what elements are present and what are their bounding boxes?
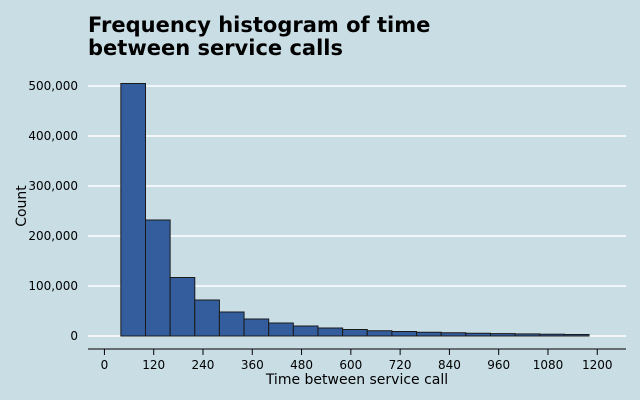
y-tick-label: 500,000 <box>28 79 78 93</box>
histogram-bar <box>539 333 565 337</box>
histogram-bar <box>268 322 294 337</box>
histogram-bar <box>489 333 516 337</box>
x-tick-label: 1200 <box>582 358 613 372</box>
x-tick-label: 360 <box>241 358 264 372</box>
y-tick-label: 200,000 <box>28 229 78 243</box>
y-tick-label: 0 <box>70 329 78 343</box>
histogram-bar <box>514 333 541 337</box>
histogram-bar <box>243 318 270 337</box>
y-axis-label: Count <box>14 185 30 227</box>
chart-title: Frequency histogram of time between serv… <box>88 13 431 60</box>
histogram-bar <box>416 331 442 337</box>
y-tick-label: 300,000 <box>28 179 78 193</box>
histogram-bar <box>194 299 220 337</box>
x-tick-label: 960 <box>487 358 510 372</box>
histogram-bar <box>169 277 196 337</box>
x-tick-label: 600 <box>339 358 362 372</box>
histogram-bar <box>465 332 491 337</box>
x-tick-label: 480 <box>290 358 313 372</box>
axes <box>88 348 626 355</box>
x-tick-label: 120 <box>142 358 165 372</box>
x-axis-label: Time between service call <box>265 372 448 388</box>
histogram-bar <box>218 311 245 337</box>
x-tick-label: 0 <box>101 358 109 372</box>
histogram-bars <box>120 83 590 337</box>
histogram-bar <box>342 329 368 337</box>
x-tick-labels: 0 120 240 360 480 600 720 840 960 1080 1200 <box>101 358 613 372</box>
histogram-bar <box>144 219 171 337</box>
x-tick-label: 720 <box>389 358 412 372</box>
y-tick-label: 100,000 <box>28 279 78 293</box>
histogram-bar <box>366 330 393 337</box>
x-tick-label: 1080 <box>533 358 564 372</box>
x-tick-label: 240 <box>192 358 215 372</box>
y-tick-labels: 0 100,000 200,000 300,000 400,000 500,000 <box>28 79 78 343</box>
y-tick-label: 400,000 <box>28 129 78 143</box>
histogram-bar <box>440 332 467 337</box>
histogram-bar <box>120 83 146 337</box>
histogram-bar <box>317 327 344 337</box>
histogram-bar <box>563 334 590 337</box>
x-tick-label: 840 <box>438 358 461 372</box>
histogram-bar <box>292 325 319 337</box>
histogram-bar <box>391 331 418 337</box>
